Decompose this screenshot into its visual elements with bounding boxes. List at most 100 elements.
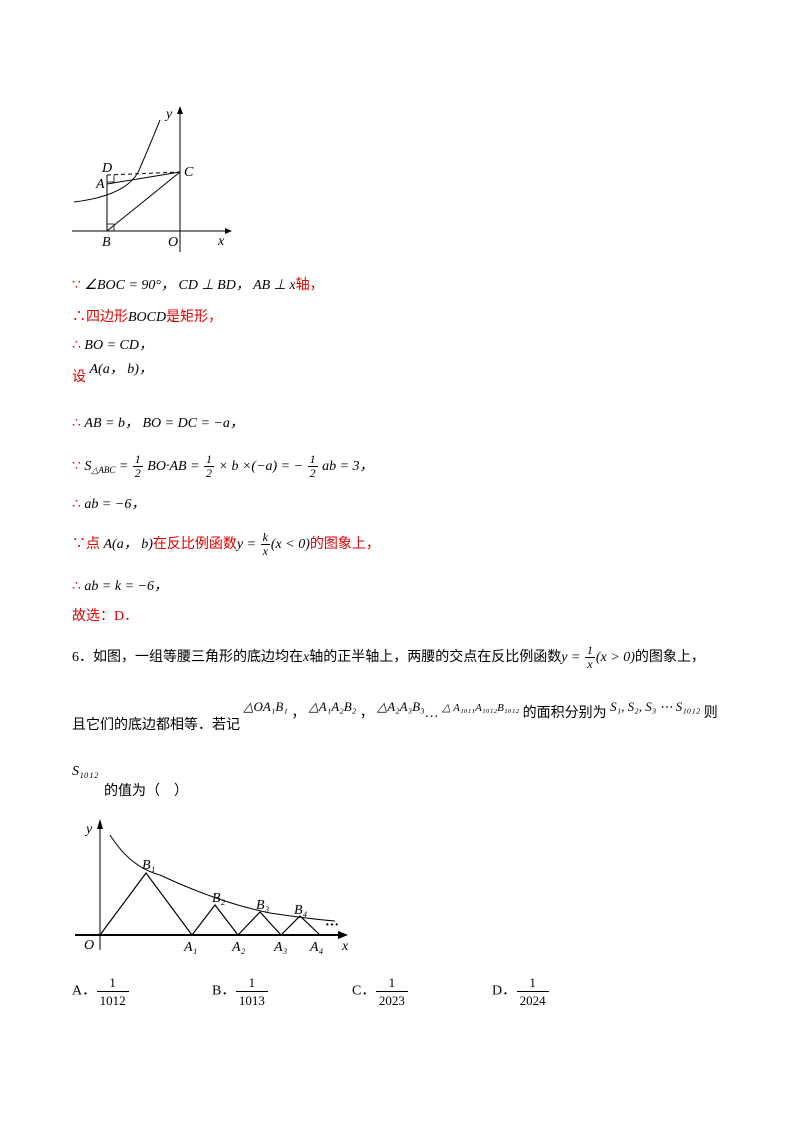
option-a[interactable]: A． 1 1012 [72,974,129,1009]
y-axis-arrow [97,819,103,829]
q6-text-6: 则 [703,706,718,721]
q6-func-cond: (x > 0) [595,650,635,665]
area-subscript: △ABC [91,465,116,475]
option-c[interactable]: C． 1 2023 [352,974,408,1009]
line2-pre: 四边形 [86,310,128,325]
option-d[interactable]: D． 1 2024 [492,974,549,1009]
option-a-letter: A． [72,983,97,999]
segment-bc [106,171,181,232]
q6-text-3: 的图象上， [634,650,705,665]
q6-text-5: 的面积分别为 [522,706,607,721]
option-d-den: 2024 [519,993,546,1008]
solution-line-10: 故选：D． [72,607,138,627]
solution-line-4: 设 A(a， b)， [72,362,153,388]
triangle-1: △OA₁B₁ [243,699,288,714]
option-b-den: 1013 [238,993,265,1008]
ellipsis: … [424,706,439,721]
q6-text-2: 轴的正半轴上，两腰的交点在反比例函数 [309,650,562,665]
hyperbola-curve [109,834,336,922]
label-b: B [102,235,111,250]
label-y: y [84,822,93,837]
label-x: x [217,234,225,249]
triangle-a2a3b3 [237,911,282,936]
label-d: D [101,161,112,176]
because-symbol: ∵ [72,278,81,293]
because-symbol: ∵ [72,537,86,552]
point-a: A(a， b) [103,537,153,552]
label-a4: A₄ [309,940,324,955]
line1-math: ∠BOC = 90°， CD ⊥ BD， AB ⊥ x [84,278,296,293]
area-list: S₁, S₂, S₃ ⋯ S₁₀₁₂ [610,699,701,714]
solution-line-5: ∴ AB = b， BO = DC = −a， [72,414,244,434]
option-c-letter: C． [352,983,376,999]
line4-pre: 设 [72,370,86,385]
line6-mid: BO·AB = [147,459,204,474]
figure-isosceles-triangles: y x O B₁ B₂ B₃ B₄ A₁ A₂ A₃ A₄ ··· [75,819,349,955]
triangle-1012: △ A₁₀₁₁A₁₀₁₂B₁₀₁₂ [442,702,520,714]
func-y: y = [236,537,260,552]
frac2-den: 2 [206,466,213,481]
line2-math: BOCD [128,310,167,325]
option-c-den: 2023 [378,993,405,1008]
x-axis-arrow [225,228,232,234]
hyperbola-curve [73,119,161,203]
q6-func-den: x [587,657,593,672]
q6-text-4: 且它们的底边都相等．若记 [72,718,240,733]
therefore-symbol: ∴ [72,579,81,594]
area-s: S [84,459,92,474]
line9-math: ab = k = −6， [84,579,168,594]
frac1-num: 1 [132,452,143,468]
solution-line-9: ∴ ab = k = −6， [72,577,168,597]
therefore-symbol: ∴ [72,416,81,431]
label-dots: ··· [325,918,339,933]
solution-line-7: ∴ ab = −6， [72,495,145,515]
because-symbol: ∵ [72,459,81,474]
label-y: y [164,107,173,122]
label-b2: B₂ [212,891,226,906]
y-axis-arrow [177,106,183,114]
label-a3: A₃ [273,940,288,955]
q6-text-1: 6．如图，一组等腰三角形的底边均在 [72,650,303,665]
therefore-symbol: ∴ [72,338,81,353]
eq: = [115,459,132,474]
option-a-den: 1012 [99,993,126,1008]
triangle-oa1b1 [99,871,193,936]
q6-x: x [303,650,310,665]
solution-line-2: ∴四边形BOCD是矩形， [72,308,222,328]
line8-pre: 点 [86,537,100,552]
q6-text-7: 的值为（ ） [104,784,188,799]
option-a-num: 1 [96,974,129,992]
line8-post: 的图象上， [309,537,380,552]
label-a2: A₂ [231,940,246,955]
line3-math: BO = CD， [84,338,153,353]
q6-func-num: 1 [584,643,595,659]
x-axis-arrow [338,931,348,939]
right-angle-mark-b [107,223,115,231]
triangle-a1a2b2 [191,904,239,936]
line8-mid: 在反比例函数 [152,537,237,552]
area-s1012: S₁₀₁₂ [72,764,99,779]
label-o: O [168,235,178,250]
frac3-den: 2 [309,466,316,481]
segment-ac [106,171,181,185]
label-a: A [95,177,105,192]
question6-line-3: S₁₀₁₂ 的值为（ ） [72,762,188,802]
segment-dc-dashed [106,171,181,176]
solution-line-3: ∴ BO = CD， [72,336,153,356]
line6-end: ab = 3， [322,459,374,474]
line7-math: ab = −6， [84,497,146,512]
label-b1: B₁ [142,858,155,873]
question6-line-2: 且它们的底边都相等．若记 △OA₁B₁ ， △A₁A₂B₂ ， △A₂A₃B₃…… [72,696,718,733]
triangle-3: △A₂A₃B₃ [377,699,425,714]
label-b4: B₄ [294,903,308,918]
label-c: C [184,165,194,180]
q6-func-y: y = [561,650,584,665]
therefore-symbol: ∴ [72,310,86,325]
triangle-a3a4b4 [280,915,321,936]
option-b-num: 1 [235,974,268,992]
frac1-den: 2 [134,466,141,481]
option-b[interactable]: B． 1 1013 [212,974,268,1009]
option-d-num: 1 [516,974,549,992]
frac3-num: 1 [307,452,318,468]
